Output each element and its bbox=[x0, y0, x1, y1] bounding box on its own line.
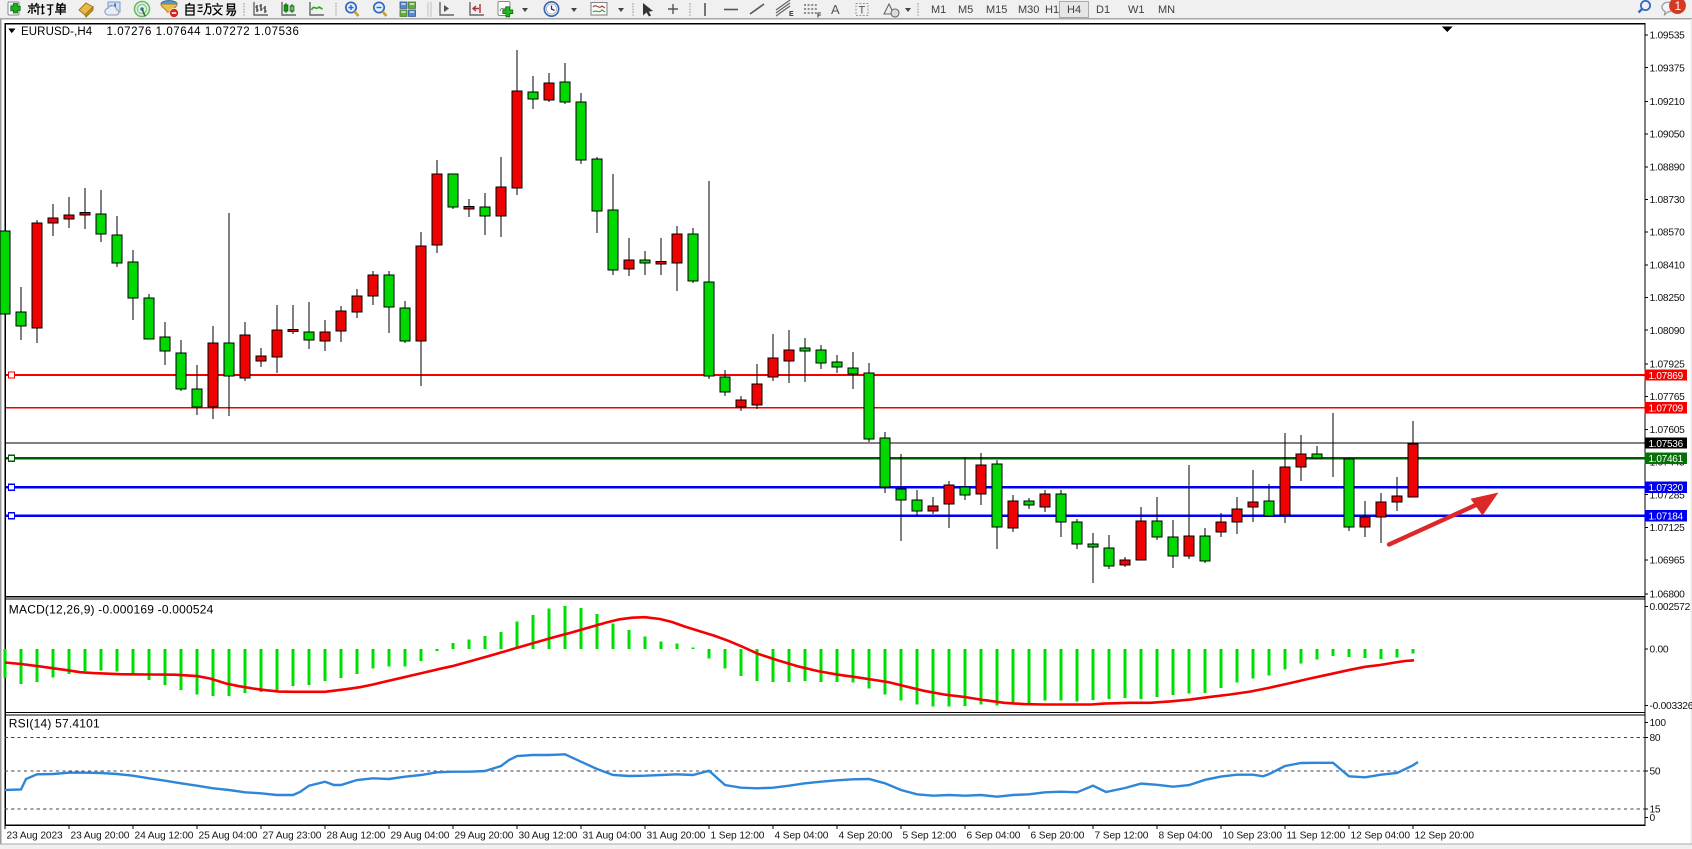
svg-text:M15: M15 bbox=[986, 4, 1007, 16]
svg-text:1.07536: 1.07536 bbox=[1649, 439, 1684, 450]
svg-text:1.09210: 1.09210 bbox=[1650, 97, 1686, 108]
svg-text:1.07869: 1.07869 bbox=[1649, 371, 1684, 382]
svg-text:1.07285: 1.07285 bbox=[1650, 490, 1686, 501]
svg-text:1.07184: 1.07184 bbox=[1649, 512, 1684, 523]
svg-text:25 Aug 04:00: 25 Aug 04:00 bbox=[199, 831, 258, 842]
svg-text:MN: MN bbox=[1158, 4, 1175, 16]
svg-text:100: 100 bbox=[1650, 718, 1667, 729]
svg-text:MACD(12,26,9) -0.000169 -0.000: MACD(12,26,9) -0.000169 -0.000524 bbox=[9, 603, 214, 617]
svg-text:8 Sep 04:00: 8 Sep 04:00 bbox=[1159, 831, 1213, 842]
svg-text:1.09535: 1.09535 bbox=[1650, 31, 1686, 42]
svg-text:0.00: 0.00 bbox=[1650, 645, 1669, 656]
svg-text:80: 80 bbox=[1650, 733, 1661, 744]
svg-text:1.07765: 1.07765 bbox=[1650, 392, 1686, 403]
svg-text:W1: W1 bbox=[1128, 4, 1145, 16]
svg-text:50: 50 bbox=[1650, 767, 1661, 778]
svg-text:D1: D1 bbox=[1096, 4, 1110, 16]
svg-text:1.08730: 1.08730 bbox=[1650, 195, 1686, 206]
svg-text:1.07461: 1.07461 bbox=[1649, 454, 1684, 465]
svg-text:11 Sep 12:00: 11 Sep 12:00 bbox=[1287, 831, 1346, 842]
svg-text:1.07709: 1.07709 bbox=[1649, 404, 1684, 415]
svg-text:1.06965: 1.06965 bbox=[1650, 556, 1686, 567]
svg-text:1.07925: 1.07925 bbox=[1650, 360, 1686, 371]
svg-text:24 Aug 12:00: 24 Aug 12:00 bbox=[135, 831, 194, 842]
svg-text:A: A bbox=[831, 2, 840, 17]
svg-text:29 Aug 04:00: 29 Aug 04:00 bbox=[391, 831, 450, 842]
svg-text:M5: M5 bbox=[958, 4, 973, 16]
svg-text:23 Aug 2023: 23 Aug 2023 bbox=[7, 831, 64, 842]
svg-text:H4: H4 bbox=[1067, 4, 1081, 16]
svg-text:1.07125: 1.07125 bbox=[1650, 523, 1686, 534]
svg-text:-0.003326: -0.003326 bbox=[1650, 701, 1692, 712]
svg-text:27 Aug 23:00: 27 Aug 23:00 bbox=[263, 831, 322, 842]
svg-text:T: T bbox=[859, 5, 866, 17]
svg-text:H1: H1 bbox=[1045, 4, 1059, 16]
svg-text:1.08890: 1.08890 bbox=[1650, 162, 1686, 173]
svg-text:30 Aug 12:00: 30 Aug 12:00 bbox=[519, 831, 578, 842]
svg-text:E: E bbox=[789, 11, 794, 18]
svg-text:23 Aug 20:00: 23 Aug 20:00 bbox=[71, 831, 130, 842]
svg-text:10 Sep 23:00: 10 Sep 23:00 bbox=[1223, 831, 1283, 842]
svg-text:15: 15 bbox=[1650, 805, 1661, 816]
svg-text:31 Aug 04:00: 31 Aug 04:00 bbox=[583, 831, 642, 842]
svg-text:RSI(14) 57.4101: RSI(14) 57.4101 bbox=[9, 717, 100, 731]
svg-text:1.08410: 1.08410 bbox=[1650, 260, 1686, 271]
svg-text:1.06800: 1.06800 bbox=[1650, 589, 1686, 600]
svg-text:1.09050: 1.09050 bbox=[1650, 130, 1686, 141]
svg-text:1 Sep 12:00: 1 Sep 12:00 bbox=[711, 831, 765, 842]
svg-text:1.07276 1.07644 1.07272 1.0753: 1.07276 1.07644 1.07272 1.07536 bbox=[107, 26, 300, 38]
svg-text:1.08570: 1.08570 bbox=[1650, 228, 1686, 239]
svg-text:1.08090: 1.08090 bbox=[1650, 326, 1686, 337]
svg-text:5 Sep 12:00: 5 Sep 12:00 bbox=[903, 831, 957, 842]
svg-text:0: 0 bbox=[1650, 813, 1656, 824]
svg-text:M1: M1 bbox=[931, 4, 946, 16]
svg-text:M30: M30 bbox=[1018, 4, 1039, 16]
svg-text:6 Sep 04:00: 6 Sep 04:00 bbox=[967, 831, 1021, 842]
svg-text:12 Sep 20:00: 12 Sep 20:00 bbox=[1415, 831, 1475, 842]
svg-text:6 Sep 20:00: 6 Sep 20:00 bbox=[1031, 831, 1085, 842]
svg-text:31 Aug 20:00: 31 Aug 20:00 bbox=[647, 831, 706, 842]
svg-text:4 Sep 04:00: 4 Sep 04:00 bbox=[775, 831, 829, 842]
svg-text:EURUSD-,H4: EURUSD-,H4 bbox=[21, 26, 93, 38]
svg-text:1.09375: 1.09375 bbox=[1650, 63, 1686, 74]
svg-text:1: 1 bbox=[1675, 0, 1682, 13]
svg-text:F: F bbox=[817, 13, 822, 20]
svg-text:12 Sep 04:00: 12 Sep 04:00 bbox=[1351, 831, 1411, 842]
svg-text:1.08250: 1.08250 bbox=[1650, 293, 1686, 304]
svg-text:7 Sep 12:00: 7 Sep 12:00 bbox=[1095, 831, 1149, 842]
svg-text:1.07320: 1.07320 bbox=[1649, 483, 1684, 494]
svg-text:29 Aug 20:00: 29 Aug 20:00 bbox=[455, 831, 514, 842]
svg-text:1.07605: 1.07605 bbox=[1650, 425, 1686, 436]
svg-text:4 Sep 20:00: 4 Sep 20:00 bbox=[839, 831, 893, 842]
svg-text:0.002572: 0.002572 bbox=[1650, 602, 1691, 613]
svg-text:28 Aug 12:00: 28 Aug 12:00 bbox=[327, 831, 386, 842]
